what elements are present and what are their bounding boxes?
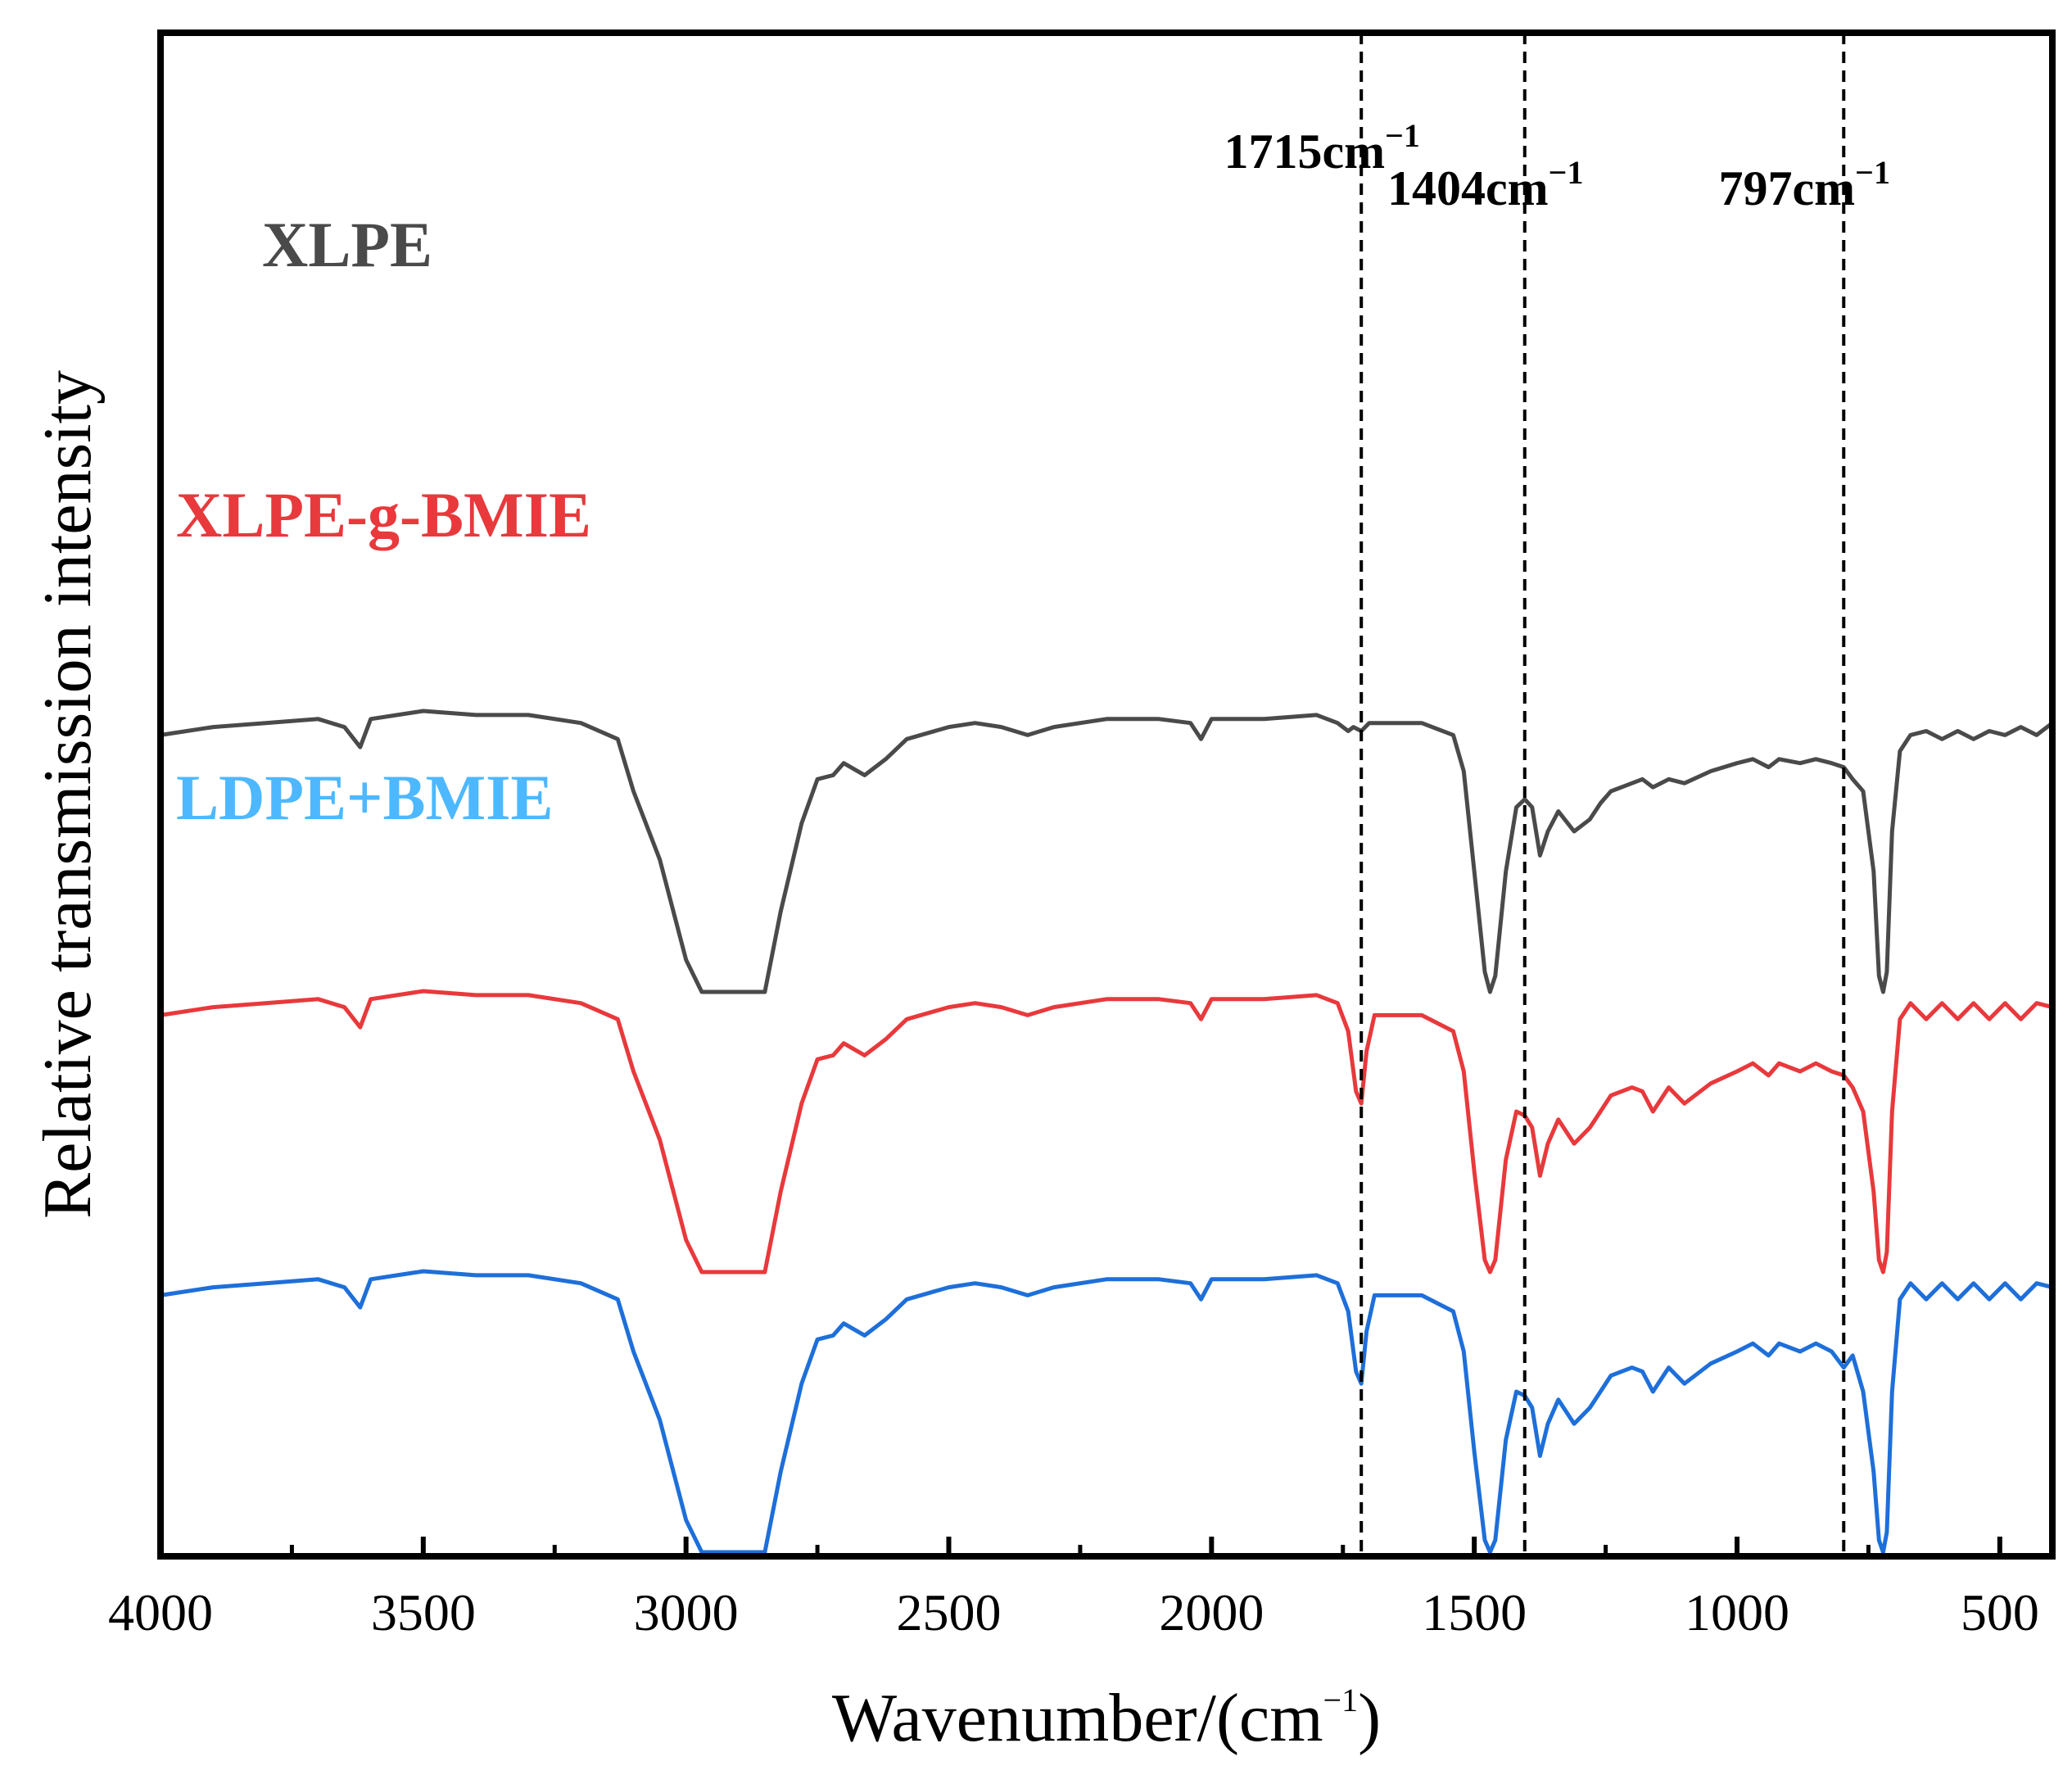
x-tick-label: 1500 xyxy=(1422,1583,1527,1641)
series-line-xlpe-g-bmie xyxy=(160,989,2053,1275)
reference-label-1715: 1715cm−1 xyxy=(1224,117,1419,179)
legend-label: LDPE+BMIE xyxy=(176,762,554,833)
x-tick-label: 2000 xyxy=(1159,1583,1264,1641)
series-line-xlpe xyxy=(160,709,2054,994)
x-tick-label: 4000 xyxy=(108,1583,213,1641)
legend-label: XLPE xyxy=(262,209,432,280)
plot-frame xyxy=(157,29,2056,1560)
y-axis-title: Relative transmission intensity xyxy=(29,370,106,1219)
legend-layer: XLPE XLPE-g-BMIE LDPE+BMIE xyxy=(176,209,591,833)
series-line-ldpe-bmie xyxy=(160,1269,2053,1555)
x-tick-label: 1000 xyxy=(1685,1583,1789,1641)
series-layer xyxy=(160,709,2054,1555)
x-tick-label: 3000 xyxy=(634,1583,739,1641)
reference-label-797: 797cm−1 xyxy=(1719,154,1890,215)
x-tick-label: 3500 xyxy=(371,1583,476,1641)
x-tick-layer: 4000 3500 3000 2500 2000 1500 1000 500 xyxy=(108,1537,2039,1641)
legend-label: XLPE-g-BMIE xyxy=(176,479,591,550)
x-tick-label: 500 xyxy=(1961,1583,2039,1641)
x-tick-label: 2500 xyxy=(897,1583,1002,1641)
x-axis-title: Wavenumber/(cm−1) xyxy=(832,1680,1381,1756)
reference-label-1404: 1404cm−1 xyxy=(1387,154,1583,215)
